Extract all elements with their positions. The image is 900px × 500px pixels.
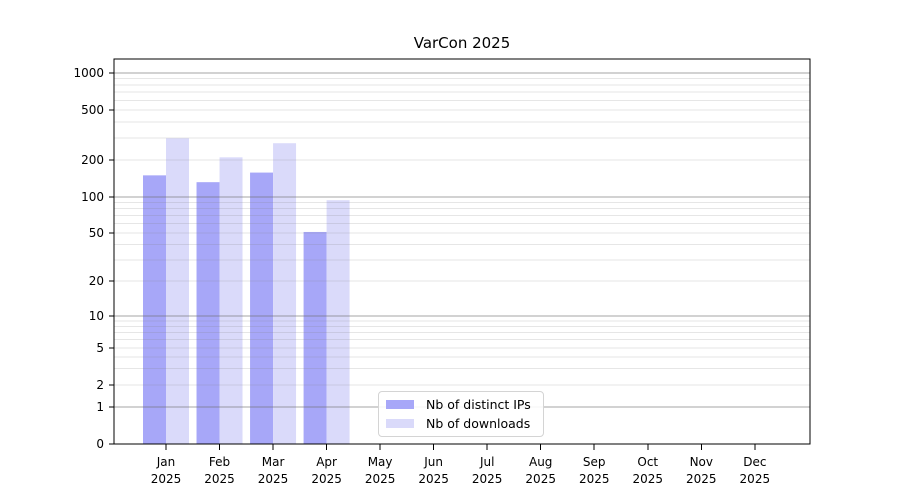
legend-swatch-distinct-ips xyxy=(386,400,414,409)
legend-swatch-downloads xyxy=(386,419,414,428)
x-tick-label-month: Jan xyxy=(156,455,176,469)
x-tick-label-month: Jun xyxy=(423,455,443,469)
x-tick-label-month: Aug xyxy=(529,455,552,469)
y-tick-label: 200 xyxy=(81,153,104,167)
y-tick-label: 50 xyxy=(89,226,104,240)
y-tick-label: 500 xyxy=(81,103,104,117)
y-tick-label: 0 xyxy=(96,437,104,451)
legend-label-distinct-ips: Nb of distinct IPs xyxy=(426,397,531,412)
x-tick-label-month: Dec xyxy=(743,455,766,469)
x-tick-label-month: Feb xyxy=(209,455,230,469)
x-tick-label-month: Sep xyxy=(583,455,606,469)
x-tick-label-year: 2025 xyxy=(418,472,449,486)
x-tick-label-month: Nov xyxy=(690,455,713,469)
x-tick-label-year: 2025 xyxy=(151,472,182,486)
x-tick-label-month: Jul xyxy=(479,455,494,469)
x-tick-label-year: 2025 xyxy=(740,472,771,486)
x-tick-label-month: Apr xyxy=(316,455,337,469)
x-tick-label-month: May xyxy=(368,455,393,469)
y-tick-label: 2 xyxy=(96,378,104,392)
legend-entry-downloads: Nb of downloads xyxy=(379,416,543,431)
x-tick-label-year: 2025 xyxy=(311,472,342,486)
bar-nb-of-downloads-mar xyxy=(273,143,297,444)
bar-nb-of-distinct-ips-jan xyxy=(143,175,166,444)
x-tick-label-year: 2025 xyxy=(204,472,235,486)
plot-border xyxy=(113,58,811,445)
y-tick-label: 10 xyxy=(89,309,104,323)
x-tick-label-month: Oct xyxy=(637,455,658,469)
bar-nb-of-distinct-ips-feb xyxy=(196,182,220,444)
bar-nb-of-downloads-apr xyxy=(326,200,350,444)
x-tick-label-year: 2025 xyxy=(686,472,717,486)
y-tick-label: 1 xyxy=(96,400,104,414)
chart-title: VarCon 2025 xyxy=(413,34,511,52)
y-tick-label: 100 xyxy=(81,190,104,204)
y-tick-label: 20 xyxy=(89,274,104,288)
x-tick-label-year: 2025 xyxy=(525,472,556,486)
x-tick-label-year: 2025 xyxy=(472,472,503,486)
bar-nb-of-distinct-ips-mar xyxy=(250,172,274,444)
x-tick-label-year: 2025 xyxy=(579,472,610,486)
bar-nb-of-downloads-feb xyxy=(219,157,243,444)
bar-nb-of-downloads-jan xyxy=(166,138,189,444)
y-tick-label: 5 xyxy=(96,341,104,355)
bar-nb-of-distinct-ips-apr xyxy=(303,231,327,444)
legend: Nb of distinct IPs Nb of downloads xyxy=(378,391,544,437)
x-tick-label-year: 2025 xyxy=(365,472,396,486)
legend-entry-distinct-ips: Nb of distinct IPs xyxy=(379,397,543,412)
legend-label-downloads: Nb of downloads xyxy=(426,416,531,431)
x-tick-label-year: 2025 xyxy=(632,472,663,486)
y-tick-label: 1000 xyxy=(73,66,104,80)
x-tick-label-month: Mar xyxy=(262,455,285,469)
x-tick-label-year: 2025 xyxy=(258,472,289,486)
